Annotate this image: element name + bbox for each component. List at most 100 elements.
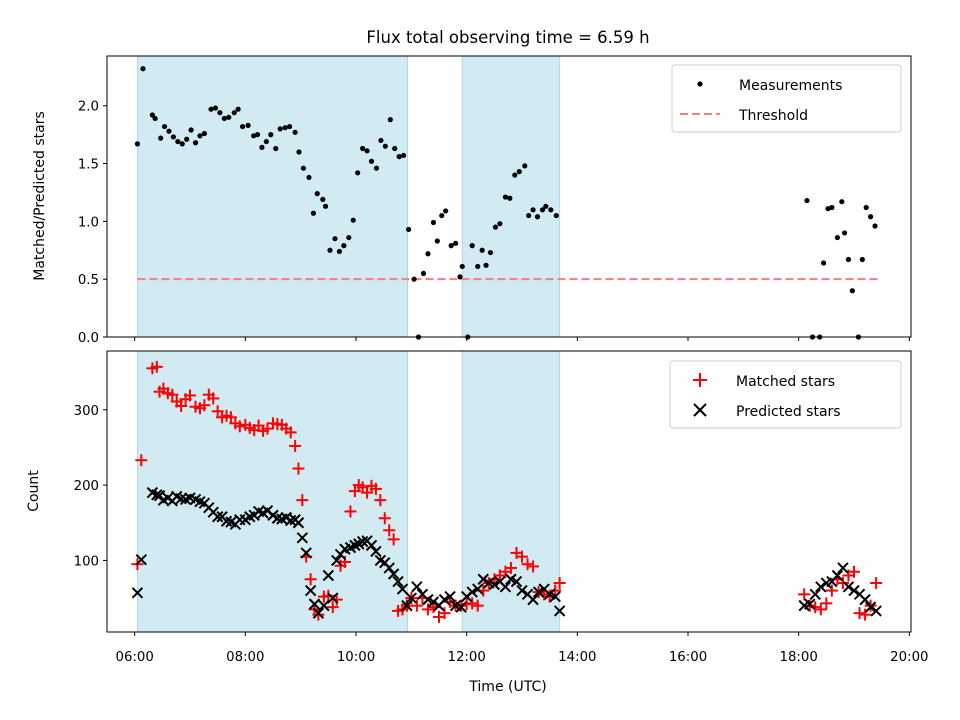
matched-star-point (150, 360, 163, 373)
matched-star-point (344, 505, 357, 518)
predicted-star-point (220, 515, 233, 527)
measurement-point (341, 243, 347, 249)
measurement-point (268, 132, 274, 138)
measurement-point (543, 203, 549, 209)
measurement-point (479, 247, 485, 253)
measurement-point (539, 207, 546, 213)
predicted-star-point (175, 492, 187, 505)
predicted-star-point (312, 607, 325, 619)
measurement-point (457, 274, 463, 280)
measurement-point (332, 236, 338, 242)
predicted-star-point (292, 517, 305, 529)
predicted-star-point (296, 532, 309, 544)
measurement-point (839, 199, 845, 205)
measurement-point (217, 110, 223, 116)
legend-predicted-label: Predicted stars (736, 404, 841, 420)
measurement-point (859, 256, 865, 263)
bottom-legend-box (669, 360, 902, 429)
matched-star-point (233, 420, 246, 433)
predicted-star-point (842, 581, 855, 593)
measurement-point (507, 195, 513, 201)
predicted-star-point (864, 601, 877, 613)
measurement-point (863, 204, 869, 211)
matched-star-point (809, 601, 822, 614)
matched-star-point (198, 399, 211, 412)
matched-star-point (543, 590, 556, 603)
measurement-point (512, 172, 518, 178)
measurement-point (420, 270, 427, 276)
predicted-star-point (387, 568, 400, 580)
matched-star-point (261, 422, 274, 435)
top-x-ticks (134, 337, 910, 341)
measurement-point (170, 134, 177, 140)
matched-star-point (312, 608, 325, 621)
predicted-star-point (396, 583, 409, 595)
measurement-point (350, 217, 356, 223)
matched-star-point (207, 392, 220, 405)
measurement-point (448, 243, 454, 249)
measurement-point (392, 145, 398, 152)
predicted-star-point (831, 569, 844, 582)
measurement-point (306, 174, 312, 181)
matched-star-point (369, 482, 382, 495)
predicted-star-point (427, 596, 440, 608)
measurement-point (378, 137, 384, 144)
measurement-point (434, 238, 440, 244)
matched-star-point (387, 533, 400, 546)
measurement-point (368, 158, 375, 164)
measurement-point (834, 234, 841, 241)
measurement-point (158, 135, 164, 141)
matched-stars-points (131, 360, 883, 623)
matched-star-point (224, 411, 237, 424)
matched-star-point (516, 550, 529, 563)
measurement-point (277, 126, 283, 132)
measurement-point (161, 123, 168, 130)
measurement-points (134, 66, 878, 340)
predicted-star-point (330, 554, 343, 567)
predicted-star-point (553, 605, 566, 617)
measurement-point (360, 145, 366, 152)
bottom-x-ticks: 06:00 08:00 10:00 12:00 14:00 16:00 18:00 20:00 (116, 632, 929, 665)
measurement-point (820, 260, 827, 266)
measurement-point (282, 125, 288, 131)
bottom-axes-frame (106, 350, 912, 633)
predicted-star-point (392, 575, 404, 588)
bottom-shaded-regions (136, 350, 561, 633)
y-tick-label: 1.5 (78, 158, 99, 173)
matched-star-point (326, 601, 339, 614)
top-panel: 0.00.51.01.52.0 Matched/Predicted stars … (32, 55, 912, 346)
predicted-star-point (488, 578, 501, 591)
legend-matched-label: Matched stars (736, 374, 835, 390)
matched-star-point (798, 588, 811, 601)
predicted-star-point (477, 573, 489, 585)
measurement-point (492, 224, 499, 230)
predicted-star-point (300, 547, 312, 559)
measurement-point (475, 263, 481, 270)
predicted-star-point (527, 593, 539, 606)
legend-measurement-marker (697, 81, 703, 87)
measurement-point (149, 112, 155, 118)
predicted-star-point (322, 569, 335, 582)
measurement-point (254, 132, 261, 138)
measurement-point (179, 141, 185, 147)
predicted-star-point (271, 512, 284, 524)
matched-star-point (374, 494, 387, 507)
matched-star-point (211, 405, 224, 418)
measurement-point (849, 288, 855, 294)
measurement-point (868, 214, 874, 220)
predicted-star-point (135, 553, 148, 566)
measurement-point (425, 251, 431, 257)
matched-star-point (438, 607, 451, 620)
matched-star-point (348, 485, 361, 498)
top-shaded-regions (136, 55, 561, 338)
measurement-point (152, 115, 158, 122)
measurement-point (430, 219, 437, 226)
predicted-star-point (848, 584, 860, 597)
measurement-point (872, 223, 878, 229)
measurement-point (497, 221, 503, 227)
matched-star-point (284, 426, 297, 439)
matched-star-point (421, 603, 434, 616)
predicted-star-point (870, 605, 882, 617)
predicted-star-point (444, 590, 456, 603)
